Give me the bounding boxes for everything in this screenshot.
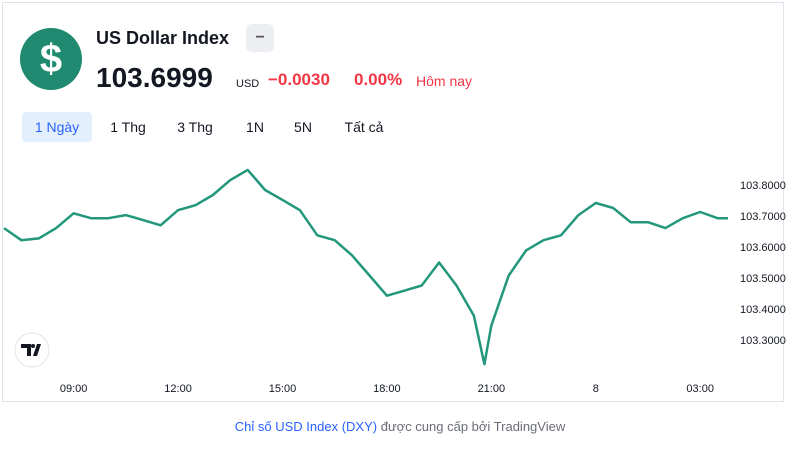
range-button[interactable]: 5N [294, 119, 312, 135]
currency: USD [236, 78, 260, 90]
chart: 03:00 8 21:00 18:00 15:00 12:00 09:00 103.8000 1… [3, 168, 786, 395]
y-tick-label: 103.8000 [740, 180, 786, 192]
x-tick-label: 12:00 [164, 383, 192, 395]
x-tick-label: 21:00 [478, 383, 506, 395]
price-line [3, 168, 728, 366]
y-tick-label: 103.4000 [740, 304, 786, 316]
badge[interactable]: − [246, 24, 274, 52]
y-tick-label: 103.5000 [740, 273, 786, 285]
price: 103.6999 [96, 62, 213, 93]
footer-text: được cung cấp bởi TradingView [380, 419, 566, 434]
symbol-name[interactable]: US Dollar Index [96, 28, 230, 48]
y-tick-label: 103.6000 [740, 242, 786, 254]
footer: Chỉ số USD Index (DXY) được cung cấp bởi… [0, 419, 800, 434]
period: Hôm nay [416, 73, 473, 89]
x-tick-label: 09:00 [60, 383, 88, 395]
footer-link[interactable]: Chỉ số USD Index (DXY) [234, 419, 378, 434]
tv-logo[interactable] [14, 332, 50, 368]
change-percent: 0.00% [354, 70, 403, 89]
x-tick-label: 03:00 [686, 383, 714, 395]
y-tick-label: 103.7000 [740, 211, 786, 223]
range-button[interactable]: 3 Thg [177, 119, 213, 135]
range-button[interactable]: 1 Ngày [22, 112, 92, 142]
range-button[interactable]: 1N [246, 119, 264, 135]
x-tick-label: 18:00 [373, 383, 401, 395]
symbol-icon: $ [20, 28, 82, 90]
change: −0.0030 [268, 70, 330, 89]
range-button[interactable]: Tất cả [344, 119, 384, 135]
x-tick-label: 15:00 [269, 383, 297, 395]
y-tick-label: 103.3000 [740, 335, 786, 347]
widget [2, 2, 784, 402]
range-button[interactable]: 1 Thg [110, 119, 146, 135]
x-tick-label: 8 [593, 383, 599, 395]
